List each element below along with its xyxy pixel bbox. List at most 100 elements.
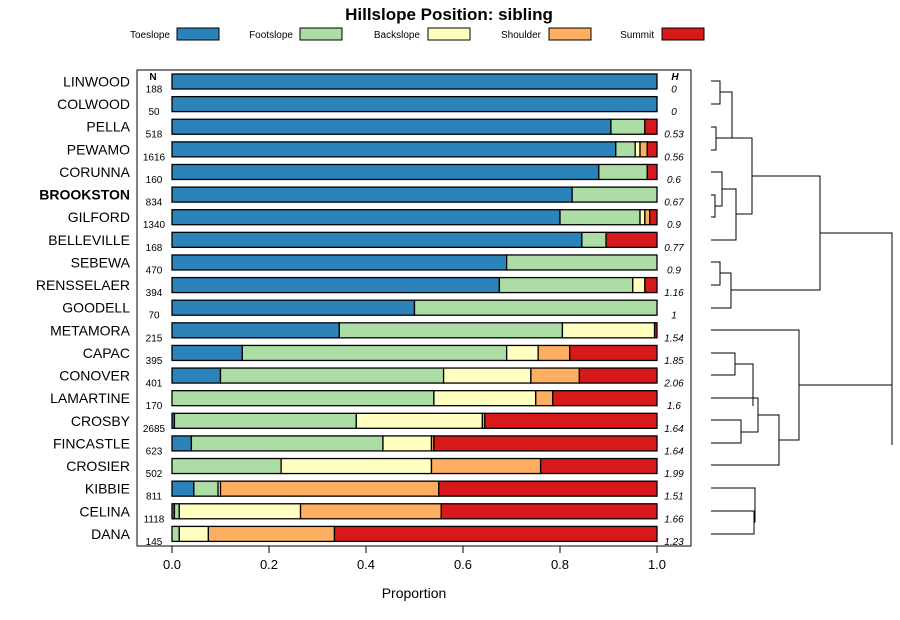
dendrogram-branch — [711, 126, 717, 151]
x-axis-title: Proportion — [382, 585, 447, 601]
legend-swatch-summit — [661, 27, 705, 41]
sample-count: 50 — [148, 107, 160, 118]
bar-segment-shoulder — [537, 344, 571, 362]
dendrogram-branch — [711, 414, 780, 466]
bar-segment-toeslope — [171, 276, 501, 294]
sample-count: 2685 — [143, 424, 166, 435]
bar-segment-shoulder — [430, 457, 542, 475]
x-tick-label: 0.0 — [163, 557, 181, 572]
sample-count: 395 — [146, 356, 163, 367]
entropy-value: 1.51 — [664, 492, 683, 503]
soil-label: CORUNNA — [59, 164, 130, 180]
dendrogram-branch — [820, 232, 893, 445]
bar-segment-toeslope — [171, 209, 561, 226]
dendrogram-branch — [711, 397, 759, 433]
bar-segment-summit — [578, 367, 658, 384]
bar-segment-summit — [605, 231, 658, 248]
sample-count: 502 — [146, 469, 163, 480]
entropy-value: 1.16 — [664, 288, 684, 299]
bar-segment-toeslope — [171, 163, 600, 181]
bar-segment-backslope — [442, 367, 532, 384]
bar-segment-footslope — [173, 412, 357, 429]
bar-segment-footslope — [615, 141, 636, 158]
bar-segment-shoulder — [299, 503, 442, 520]
dendrogram-branch — [799, 384, 893, 445]
legend-label-shoulder: Shoulder — [501, 30, 542, 41]
dendrogram — [711, 80, 893, 535]
row-sebewa: SEBEWA 470 0.9 — [71, 254, 681, 276]
bar-segment-summit — [644, 276, 658, 294]
x-tick-label: 0.6 — [454, 557, 472, 572]
soil-label: GOODELL — [62, 300, 130, 316]
entropy-value: 1.64 — [664, 446, 684, 457]
bar-segment-backslope — [355, 412, 484, 429]
soil-label: BROOKSTON — [39, 187, 130, 203]
entropy-value: 0.53 — [664, 130, 684, 141]
row-pewamo: PEWAMO 1616 0.56 — [67, 141, 684, 163]
legend: Toeslope Footslope Backslope Shoulder Summit — [130, 27, 705, 41]
bar-segment-footslope — [241, 344, 508, 362]
bar-segment-backslope — [561, 322, 656, 339]
bar-segment-toeslope — [171, 141, 617, 158]
bar-segment-summit — [484, 412, 658, 429]
dendrogram-branch — [711, 352, 736, 376]
dendrogram-branch — [711, 510, 755, 535]
dendrogram-branch — [711, 487, 756, 523]
row-kibbie: KIBBIE 811 1.51 — [85, 480, 684, 503]
bar-segment-toeslope — [171, 73, 658, 90]
dendrogram-branch — [716, 137, 753, 215]
soil-label: LAMARTINE — [50, 390, 130, 406]
plot-frame — [136, 69, 692, 547]
soil-label: CAPAC — [83, 345, 130, 361]
bar-segment-toeslope — [171, 186, 573, 203]
sample-count: 145 — [146, 537, 163, 548]
bar-segment-footslope — [498, 276, 634, 294]
row-linwood: LINWOOD 188 0 — [63, 73, 677, 96]
sample-count: 834 — [146, 198, 163, 209]
bar-segment-toeslope — [171, 480, 195, 497]
row-gilford: GILFORD 1340 0.9 — [68, 209, 681, 231]
entropy-value: 0.9 — [667, 220, 681, 231]
legend-swatch-footslope — [299, 27, 343, 41]
soil-label: GILFORD — [68, 209, 130, 225]
bar-segment-backslope — [382, 435, 433, 452]
dendrogram-branch — [711, 194, 716, 218]
bar-segment-footslope — [171, 525, 180, 543]
dendrogram-branch — [731, 175, 821, 291]
dendrogram-branch — [711, 261, 721, 286]
dendrogram-branch — [711, 171, 723, 207]
bar-segment-summit — [569, 344, 658, 362]
soil-label: CROSIER — [66, 458, 130, 474]
bar-segment-toeslope — [171, 254, 508, 271]
row-fincastle: FINCASTLE 623 1.64 — [53, 435, 684, 457]
x-tick-label: 0.8 — [551, 557, 569, 572]
row-belleville: BELLEVILLE 168 0.77 — [48, 231, 684, 254]
soil-label: PELLA — [86, 119, 130, 135]
bar-segment-summit — [644, 118, 658, 135]
dendrogram-branch — [711, 329, 800, 441]
entropy-value: 1.66 — [664, 514, 684, 525]
legend-label-backslope: Backslope — [374, 30, 421, 41]
bar-segment-summit — [646, 141, 658, 158]
bar-segment-footslope — [171, 390, 435, 407]
sample-count: 518 — [146, 130, 163, 141]
bar-segment-shoulder — [639, 141, 648, 158]
bar-segment-footslope — [413, 299, 658, 316]
bar-segment-toeslope — [171, 95, 658, 113]
legend-swatch-shoulder — [548, 27, 592, 41]
bar-segment-summit — [646, 163, 658, 181]
entropy-value: 1.6 — [667, 401, 681, 412]
entropy-value: 1.64 — [664, 424, 684, 435]
sample-count: 70 — [148, 311, 160, 322]
entropy-value: 0.6 — [667, 175, 681, 186]
entropy-value: 0 — [671, 107, 677, 118]
row-crosby: CROSBY 2685 1.64 — [71, 412, 684, 435]
entropy-value: 2.06 — [663, 379, 684, 390]
sample-count: 811 — [146, 492, 162, 503]
bar-segment-footslope — [598, 163, 648, 181]
x-tick-label: 1.0 — [648, 557, 666, 572]
bar-segment-footslope — [193, 480, 219, 497]
sample-count: 401 — [146, 379, 163, 390]
sample-count: 623 — [146, 446, 163, 457]
